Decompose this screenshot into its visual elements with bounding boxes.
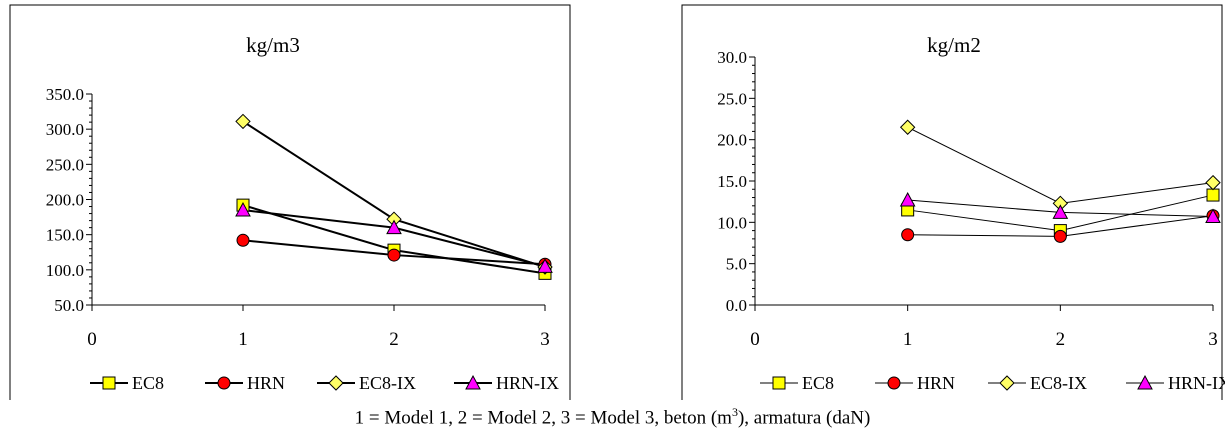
legend-label-ec8: EC8 [132,373,164,393]
chart-title: kg/m3 [246,33,300,57]
legend-label-hrn-ix: HRN-IX [496,373,559,393]
x-tick-label: 3 [1208,329,1218,350]
chart-kg-m3: kg/m3 50.0 100.0 150.0 200.0 250.0 300.0 350.0 0… [9,4,571,400]
data-point-hrn [236,233,250,247]
legend-marker-hrn [887,376,901,390]
data-point-hrn-ix [1052,204,1069,219]
x-tick-label: 1 [238,329,248,350]
legend-label-hrn: HRN [917,373,955,393]
data-point-hrn-ix [899,191,916,207]
legend-label-ec8-ix: EC8-IX [359,373,416,393]
data-point-hrn [1053,229,1067,243]
y-tick-label: 50.0 [54,296,84,315]
legend-marker-ec8-ix [328,375,344,391]
data-point-ec8 [1206,188,1220,202]
data-point-hrn [387,248,401,262]
x-tick-label: 0 [87,329,97,350]
caption-tail: ), armatura (daN) [737,407,871,429]
caption-text: 1 = Model 1, 2 = Model 2, 3 = Model 3, b… [354,407,732,429]
data-point-hrn-ix [235,201,251,217]
y-tick-label: 150.0 [46,226,84,245]
data-point-hrn-ix [386,219,402,235]
legend-label-hrn-ix: HRN-IX [1168,373,1225,393]
legend-marker-ec8-ix [999,375,1015,391]
y-tick-label: 5.0 [726,255,747,274]
chart-kg-m2: kg/m2 0.0 5.0 10.0 15.0 20.0 25.0 30.0 0 1 2 3 EC8 HR… [681,4,1225,400]
y-tick-label: 10.0 [717,213,747,232]
legend-marker-ec8 [772,376,786,390]
data-point-ec8-ix [235,113,251,130]
legend-label-ec8: EC8 [802,373,834,393]
y-tick-label: 20.0 [717,131,747,150]
x-tick-label: 0 [750,329,760,350]
data-point-hrn-ix [537,258,553,273]
y-tick-label: 350.0 [46,85,84,104]
legend-label-hrn: HRN [247,373,285,393]
data-point-ec8-ix [899,119,916,135]
chart-frame [9,4,571,400]
chart-title: kg/m2 [927,33,981,57]
legend-marker-hrn-ix [1137,374,1153,390]
legend-label-ec8-ix: EC8-IX [1030,373,1087,393]
x-tick-label: 2 [389,329,399,350]
x-tick-label: 3 [540,329,550,350]
y-tick-label: 0.0 [726,296,747,315]
legend-marker-hrn-ix [465,374,481,390]
y-tick-label: 15.0 [717,172,747,191]
legend-marker-hrn [217,376,231,390]
y-tick-label: 250.0 [46,155,84,174]
y-tick-label: 300.0 [46,120,84,139]
x-tick-label: 2 [1056,329,1066,350]
data-point-ec8-ix [1205,174,1221,191]
figure-caption: 1 = Model 1, 2 = Model 2, 3 = Model 3, b… [0,405,1225,429]
data-point-hrn-ix [1205,208,1221,224]
y-tick-label: 100.0 [46,261,84,280]
y-tick-label: 30.0 [717,48,747,67]
y-tick-label: 200.0 [46,191,84,210]
caption-superscript: 3 [731,405,738,419]
chart-frame [681,4,1223,400]
x-tick-label: 1 [903,329,913,350]
legend-marker-ec8 [102,376,116,390]
y-tick-label: 25.0 [717,89,747,108]
data-point-hrn [901,228,915,242]
